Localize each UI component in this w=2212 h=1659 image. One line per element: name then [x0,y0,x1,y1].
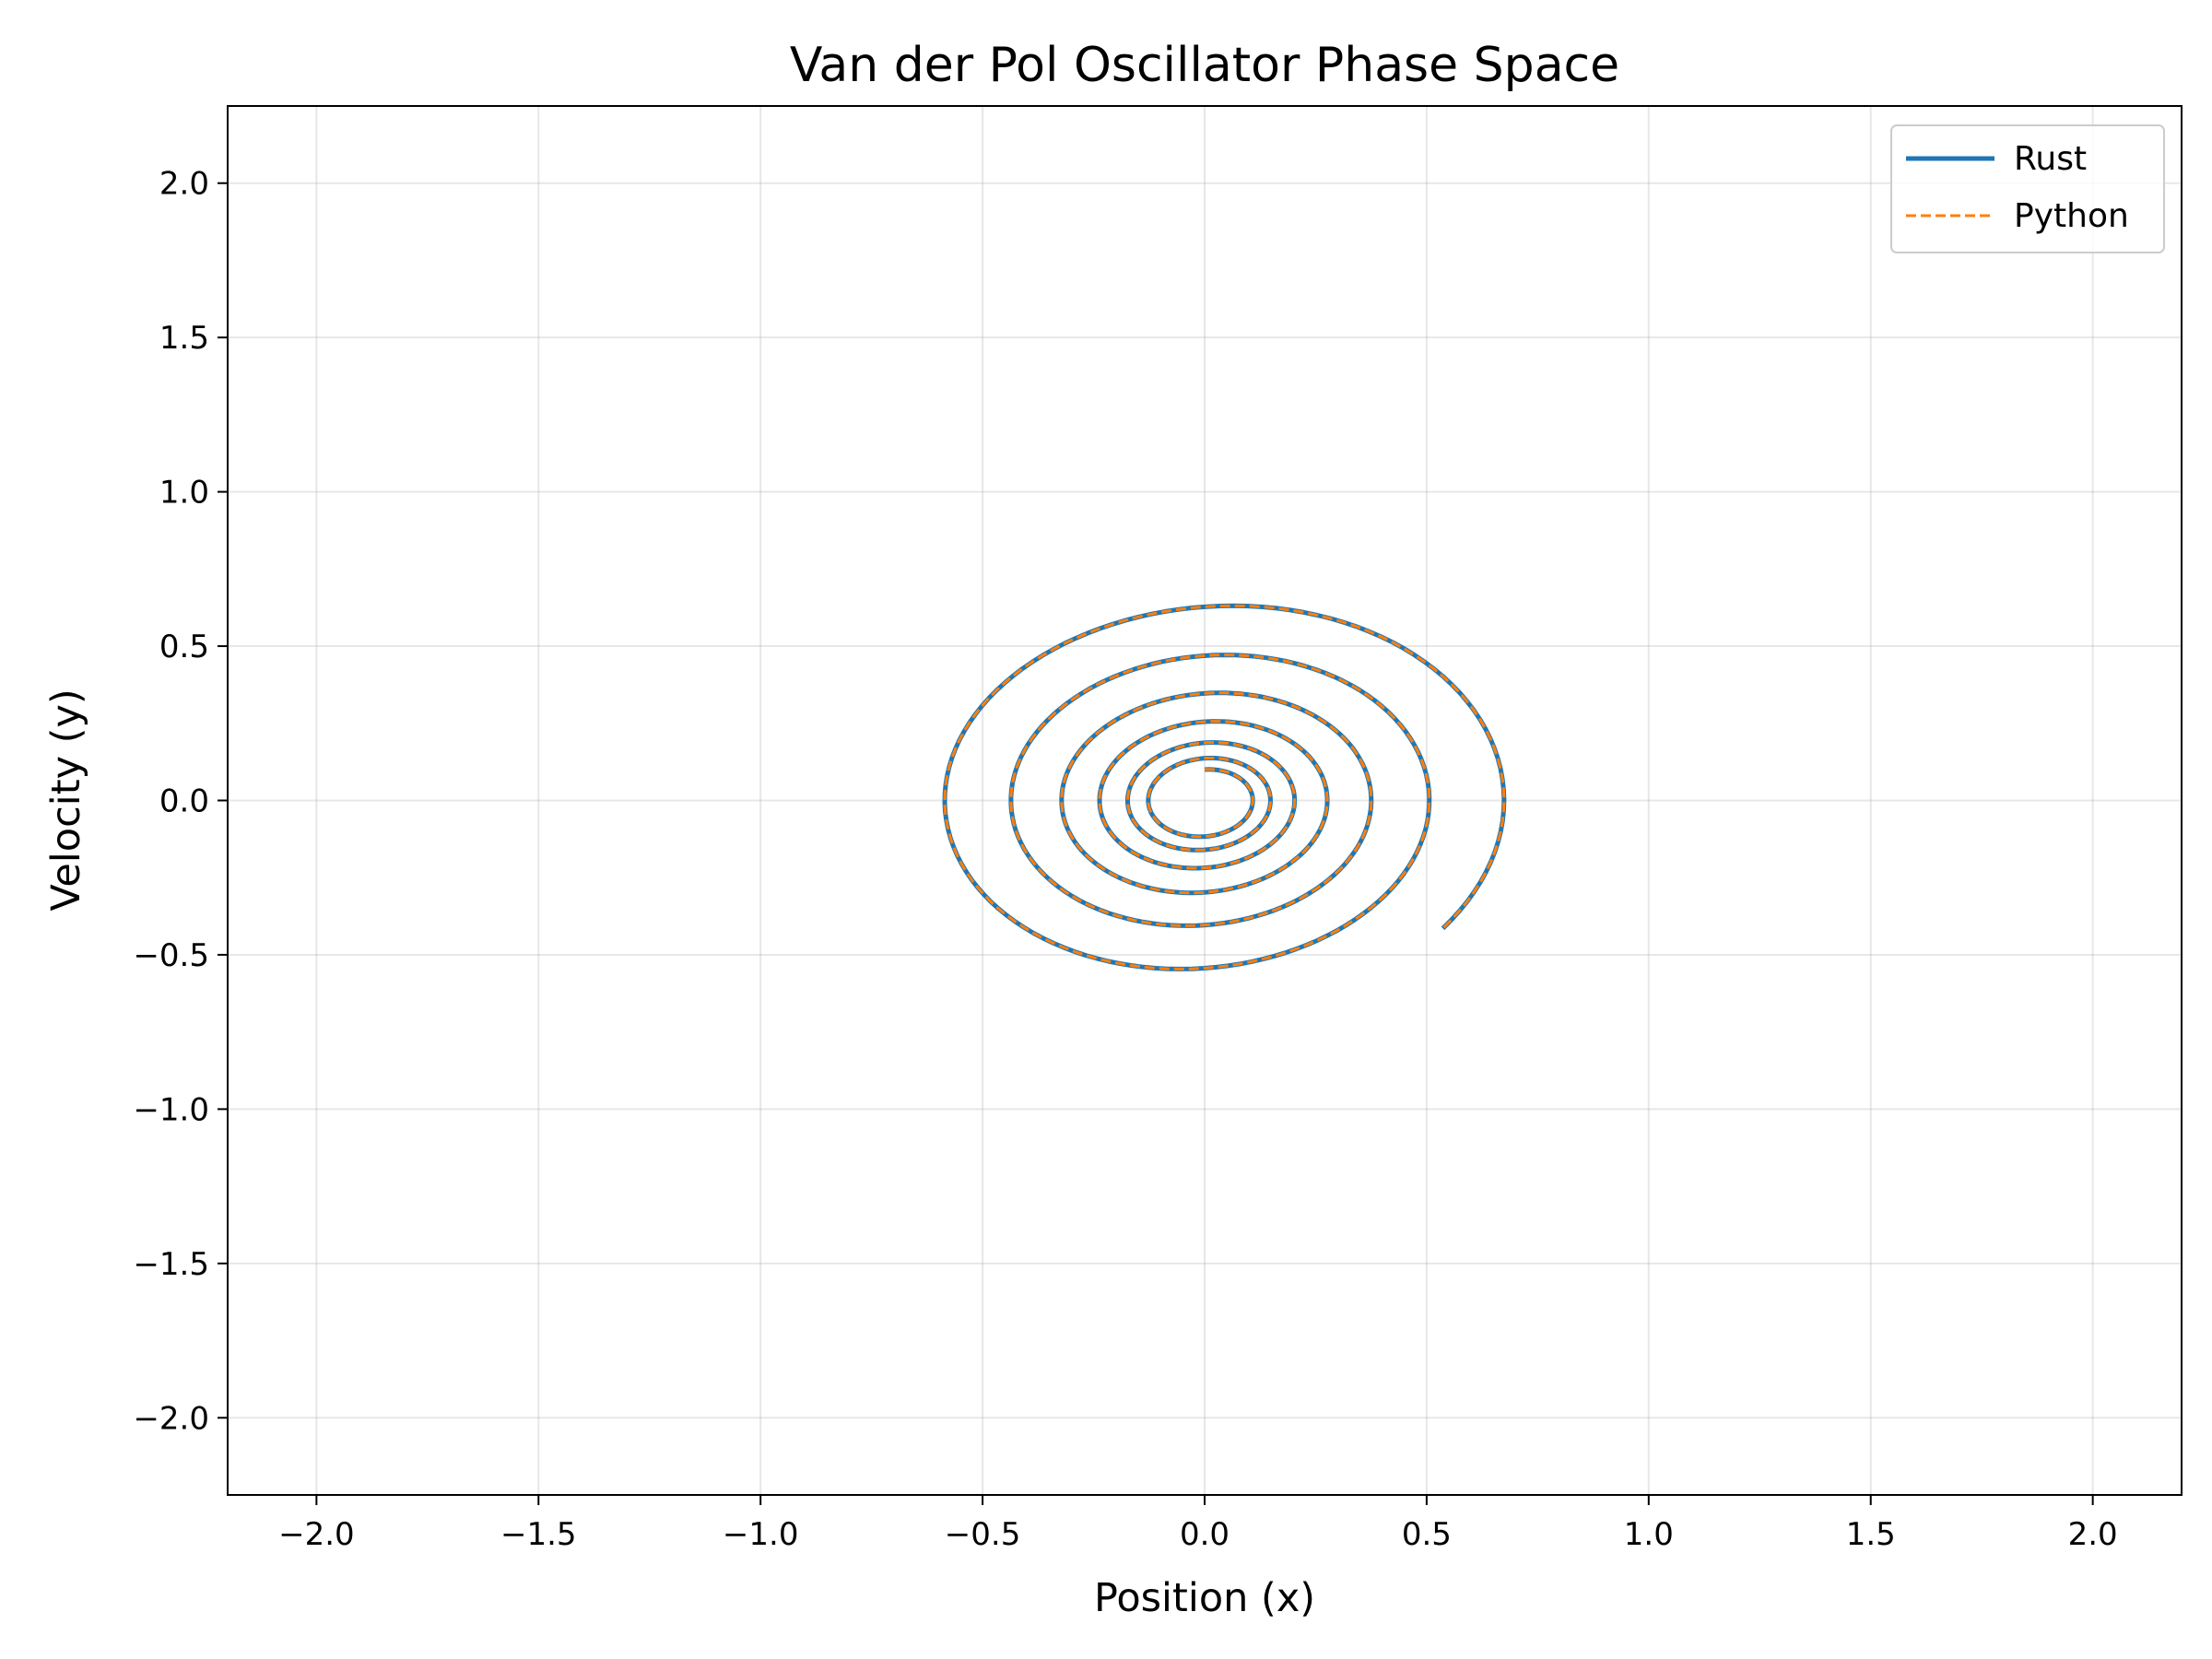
y-tick-label: 2.0 [159,166,209,203]
grid [228,106,2182,1495]
x-tick-label: 1.0 [1624,1516,1674,1553]
y-tick-label: 1.0 [159,475,209,512]
y-tick-label: 0.5 [159,629,209,665]
x-tick-label: −1.5 [500,1516,577,1553]
legend: Rust Python [1890,124,2165,253]
y-tick-label: 1.5 [159,320,209,357]
x-tick-label: −1.0 [723,1516,799,1553]
series [942,603,1507,971]
x-tick-label: −2.0 [278,1516,355,1553]
y-tick-label: 0.0 [159,783,209,820]
x-tick-label: 1.5 [1846,1516,1896,1553]
chart-title: Van der Pol Oscillator Phase Space [790,38,1619,93]
plot-area [228,106,2182,1495]
y-axis-label: Velocity (y) [43,688,89,911]
y-tick-label: −1.5 [133,1246,209,1283]
x-tick-label: 0.5 [1402,1516,1452,1553]
x-tick-label: 0.0 [1180,1516,1230,1553]
y-tick-label: −0.5 [133,937,209,974]
y-tick-label: −1.0 [133,1091,209,1128]
ticks: −2.0 −1.5 −1.0 −0.5 0.0 0.5 1.0 1.5 2.0 −2.0 −1.5 −… [133,166,2117,1553]
x-tick-label: 2.0 [2068,1516,2118,1553]
x-axis-label: Position (x) [1094,1575,1315,1621]
series-line-python [943,604,1506,971]
legend-label-python: Python [2014,197,2129,235]
x-tick-label: −0.5 [945,1516,1021,1553]
legend-label-rust: Rust [2014,140,2087,178]
y-tick-label: −2.0 [133,1400,209,1437]
